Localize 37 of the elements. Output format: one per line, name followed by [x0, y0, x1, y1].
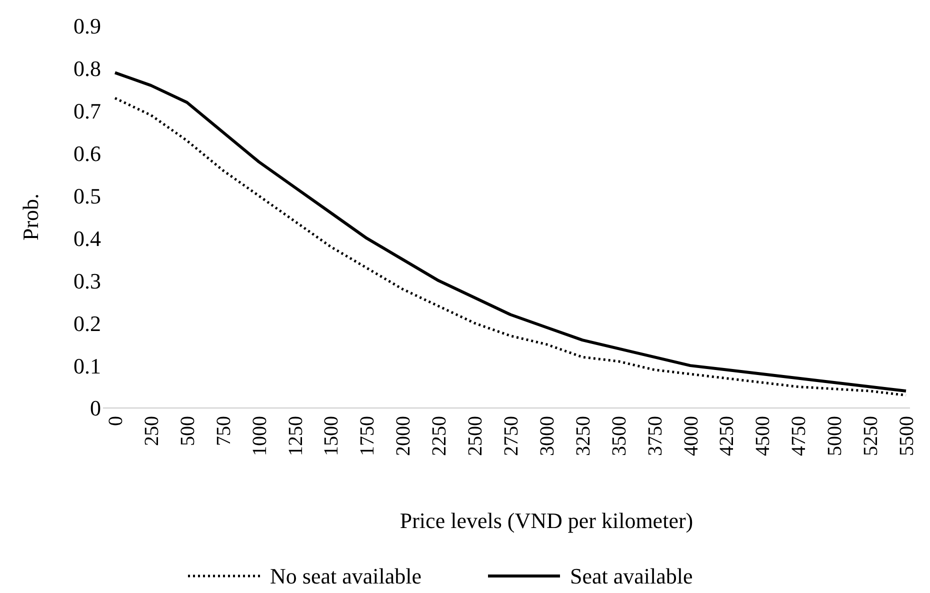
- y-axis-title: Prob.: [18, 193, 43, 241]
- legend-label: Seat available: [570, 564, 693, 589]
- y-tick-label: 0.9: [74, 14, 101, 39]
- y-tick-label: 0.6: [74, 141, 101, 166]
- x-axis-title: Price levels (VND per kilometer): [400, 508, 694, 533]
- x-tick-label: 2500: [464, 416, 487, 456]
- x-tick-label: 4500: [752, 416, 774, 456]
- x-tick-label: 1000: [248, 416, 271, 456]
- x-tick-label: 250: [140, 416, 163, 446]
- x-tick-label: 2750: [500, 416, 522, 456]
- x-tick-label: 1250: [284, 416, 307, 456]
- x-tick-label: 750: [212, 416, 235, 446]
- x-tick-label: 2250: [428, 416, 451, 456]
- x-tick-label: 2000: [392, 416, 415, 456]
- x-tick-label: 3750: [644, 416, 666, 456]
- x-tick-label: 5000: [824, 416, 846, 456]
- x-tick-label: 3500: [608, 416, 630, 456]
- legend-label: No seat available: [270, 564, 422, 589]
- x-tick-label: 1750: [356, 416, 379, 456]
- x-tick-label: 5250: [860, 416, 882, 456]
- x-tick-label: 4250: [716, 416, 738, 456]
- y-tick-label: 0.4: [74, 226, 101, 251]
- y-tick-label: 0.5: [74, 183, 101, 208]
- y-tick-label: 0.1: [74, 353, 101, 378]
- y-tick-label: 0: [90, 396, 101, 421]
- y-tick-label: 0.7: [74, 98, 101, 124]
- x-tick-label: 4750: [788, 416, 810, 456]
- x-tick-label: 5500: [896, 416, 918, 456]
- x-tick-label: 4000: [680, 416, 702, 456]
- x-tick-label: 3000: [536, 416, 558, 456]
- x-tick-label: 500: [176, 416, 199, 446]
- x-tick-label: 1500: [320, 416, 343, 456]
- x-tick-label: 3250: [572, 416, 594, 456]
- x-tick-label: 0: [105, 416, 127, 426]
- y-tick-label: 0.2: [74, 310, 101, 336]
- y-tick-label: 0.8: [74, 56, 101, 82]
- y-tick-label: 0.3: [74, 268, 101, 294]
